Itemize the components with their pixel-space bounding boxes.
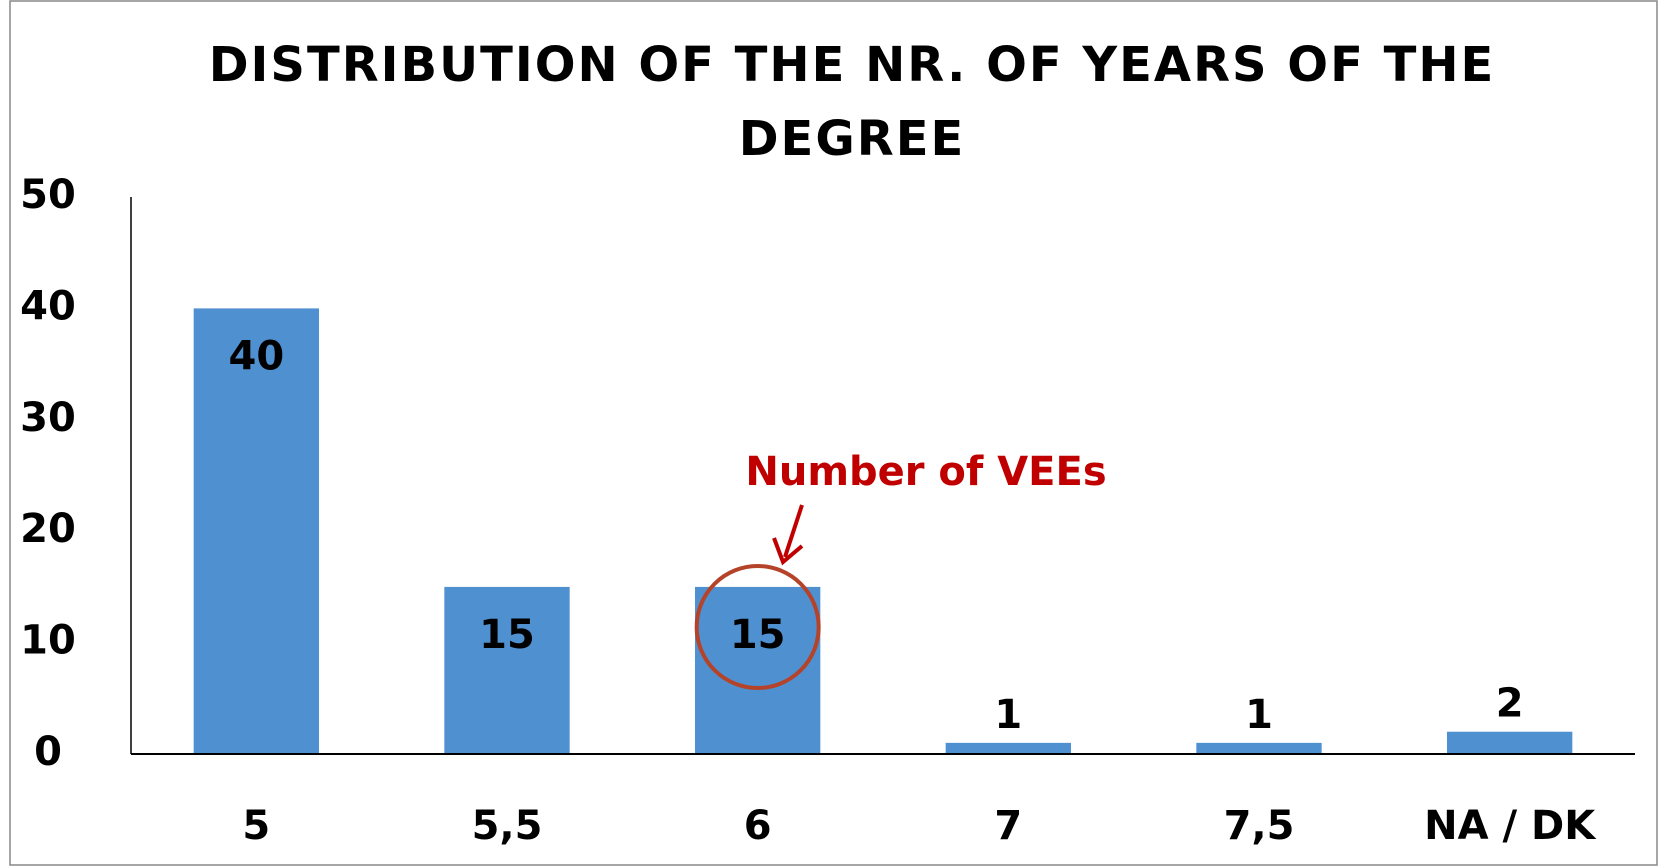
annotation-arrow: [783, 504, 804, 558]
y-tick-label: 50: [20, 172, 76, 218]
bar: [945, 742, 1071, 754]
y-tick-label: 20: [20, 506, 76, 552]
frame: [9, 0, 1658, 866]
value-label: 40: [228, 333, 284, 379]
highlight-circle: [694, 564, 821, 690]
x-tick-label: 5,5: [472, 803, 543, 849]
x-tick-label: NA / DK: [1424, 803, 1597, 849]
x-tick-label: 7: [994, 803, 1022, 849]
y-tick-label: 10: [20, 618, 76, 664]
bar: [444, 586, 570, 754]
bar: [193, 308, 319, 754]
y-tick-label: 0: [34, 729, 62, 775]
x-tick-label: 7,5: [1224, 803, 1295, 849]
bar: [1196, 742, 1322, 754]
value-label: 15: [479, 612, 535, 658]
annotation-arrowhead: [772, 537, 804, 566]
x-tick-label: 5: [242, 803, 270, 849]
value-label: 15: [730, 612, 786, 658]
y-tick-label: 30: [20, 395, 76, 441]
value-label: 2: [1496, 681, 1524, 727]
value-label: 1: [994, 692, 1022, 738]
chart-title: DISTRIBUTION OF THE NR. OF YEARS OF THE …: [208, 37, 1496, 167]
x-tick-label: 6: [744, 803, 772, 849]
y-tick-label: 40: [20, 283, 76, 329]
bar: [1447, 731, 1573, 754]
value-label: 1: [1245, 692, 1273, 738]
annotation: Number of VEEs: [745, 449, 1106, 495]
